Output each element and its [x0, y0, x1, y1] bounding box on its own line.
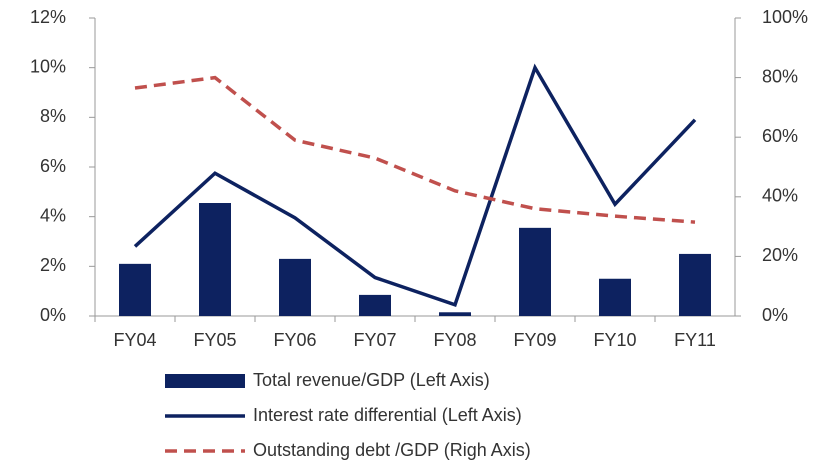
x-tick-label: FY06 — [273, 330, 316, 350]
y-tick-label: 0% — [40, 305, 66, 325]
bar — [599, 278, 631, 316]
bar — [359, 294, 391, 316]
y-tick-label: 8% — [40, 106, 66, 126]
y2-tick-label: 40% — [762, 186, 798, 206]
y-tick-label: 2% — [40, 255, 66, 275]
bar — [119, 263, 151, 316]
line — [133, 63, 697, 308]
line — [134, 75, 696, 224]
y-tick-label: 6% — [40, 156, 66, 176]
y2-tick-label: 20% — [762, 245, 798, 265]
x-tick-label: FY10 — [593, 330, 636, 350]
x-tick-label: FY04 — [113, 330, 156, 350]
y2-tick-label: 60% — [762, 126, 798, 146]
x-tick-label: FY11 — [674, 330, 716, 350]
y2-tick-label: 100% — [762, 7, 808, 27]
legend-label: Total revenue/GDP (Left Axis) — [253, 370, 490, 390]
legend-label: Outstanding debt /GDP (Righ Axis) — [253, 440, 531, 460]
bar — [279, 258, 311, 316]
x-tick-label: FY08 — [433, 330, 476, 350]
bar — [679, 253, 711, 316]
bar — [199, 203, 231, 316]
bar — [439, 312, 471, 316]
x-tick-label: FY07 — [353, 330, 396, 350]
y-tick-label: 4% — [40, 205, 66, 225]
y-tick-label: 12% — [30, 7, 66, 27]
legend-label: Interest rate differential (Left Axis) — [253, 405, 522, 425]
x-tick-label: FY05 — [193, 330, 236, 350]
y2-tick-label: 80% — [762, 66, 798, 86]
y2-tick-label: 0% — [762, 305, 788, 325]
x-tick-label: FY09 — [513, 330, 556, 350]
legend-swatch — [165, 374, 245, 388]
bar — [519, 227, 551, 316]
y-tick-label: 10% — [30, 56, 66, 76]
